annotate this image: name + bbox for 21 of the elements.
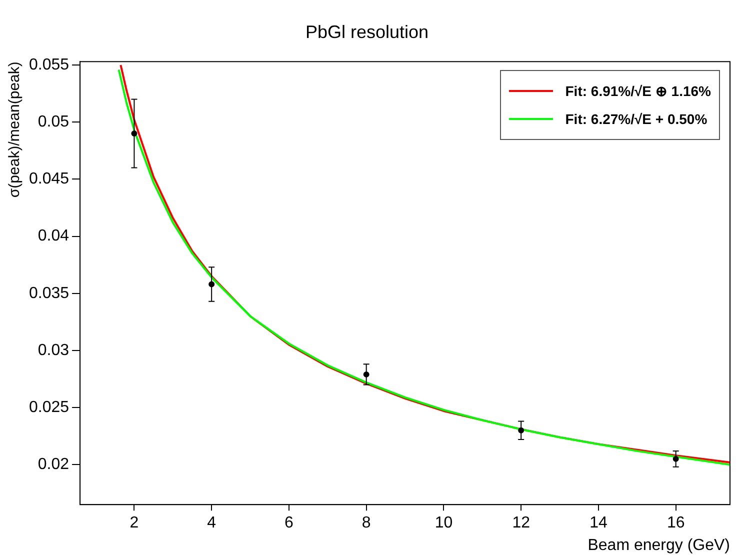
x-tick-label: 2 (130, 514, 139, 532)
x-tick-label: 12 (512, 514, 530, 532)
x-tick-label: 4 (207, 514, 216, 532)
y-tick-label: 0.055 (28, 56, 70, 74)
y-tick-label: 0.04 (38, 228, 70, 245)
y-axis-title: σ(peak)/mean(peak) (6, 62, 24, 198)
x-tick-label: 8 (362, 514, 371, 532)
y-tick-label: 0.025 (28, 398, 70, 416)
x-tick-label: 10 (434, 514, 453, 532)
x-tick-label: 14 (590, 514, 608, 532)
legend-label: Fit: 6.91%/√E ⊕ 1.16% (565, 82, 711, 99)
x-tick-label: 16 (666, 514, 685, 532)
y-tick-label: 0.03 (38, 342, 70, 359)
chart-title: PbGl resolution (305, 22, 429, 42)
y-tick-label: 0.05 (38, 114, 70, 131)
y-tick-label: 0.035 (28, 284, 70, 302)
x-axis-title: Beam energy (GeV) (588, 536, 730, 554)
y-tick-label: 0.02 (38, 456, 70, 474)
x-tick-label: 6 (284, 514, 294, 532)
y-tick-label: 0.045 (28, 170, 70, 188)
legend-label: Fit: 6.27%/√E + 0.50% (565, 110, 708, 127)
